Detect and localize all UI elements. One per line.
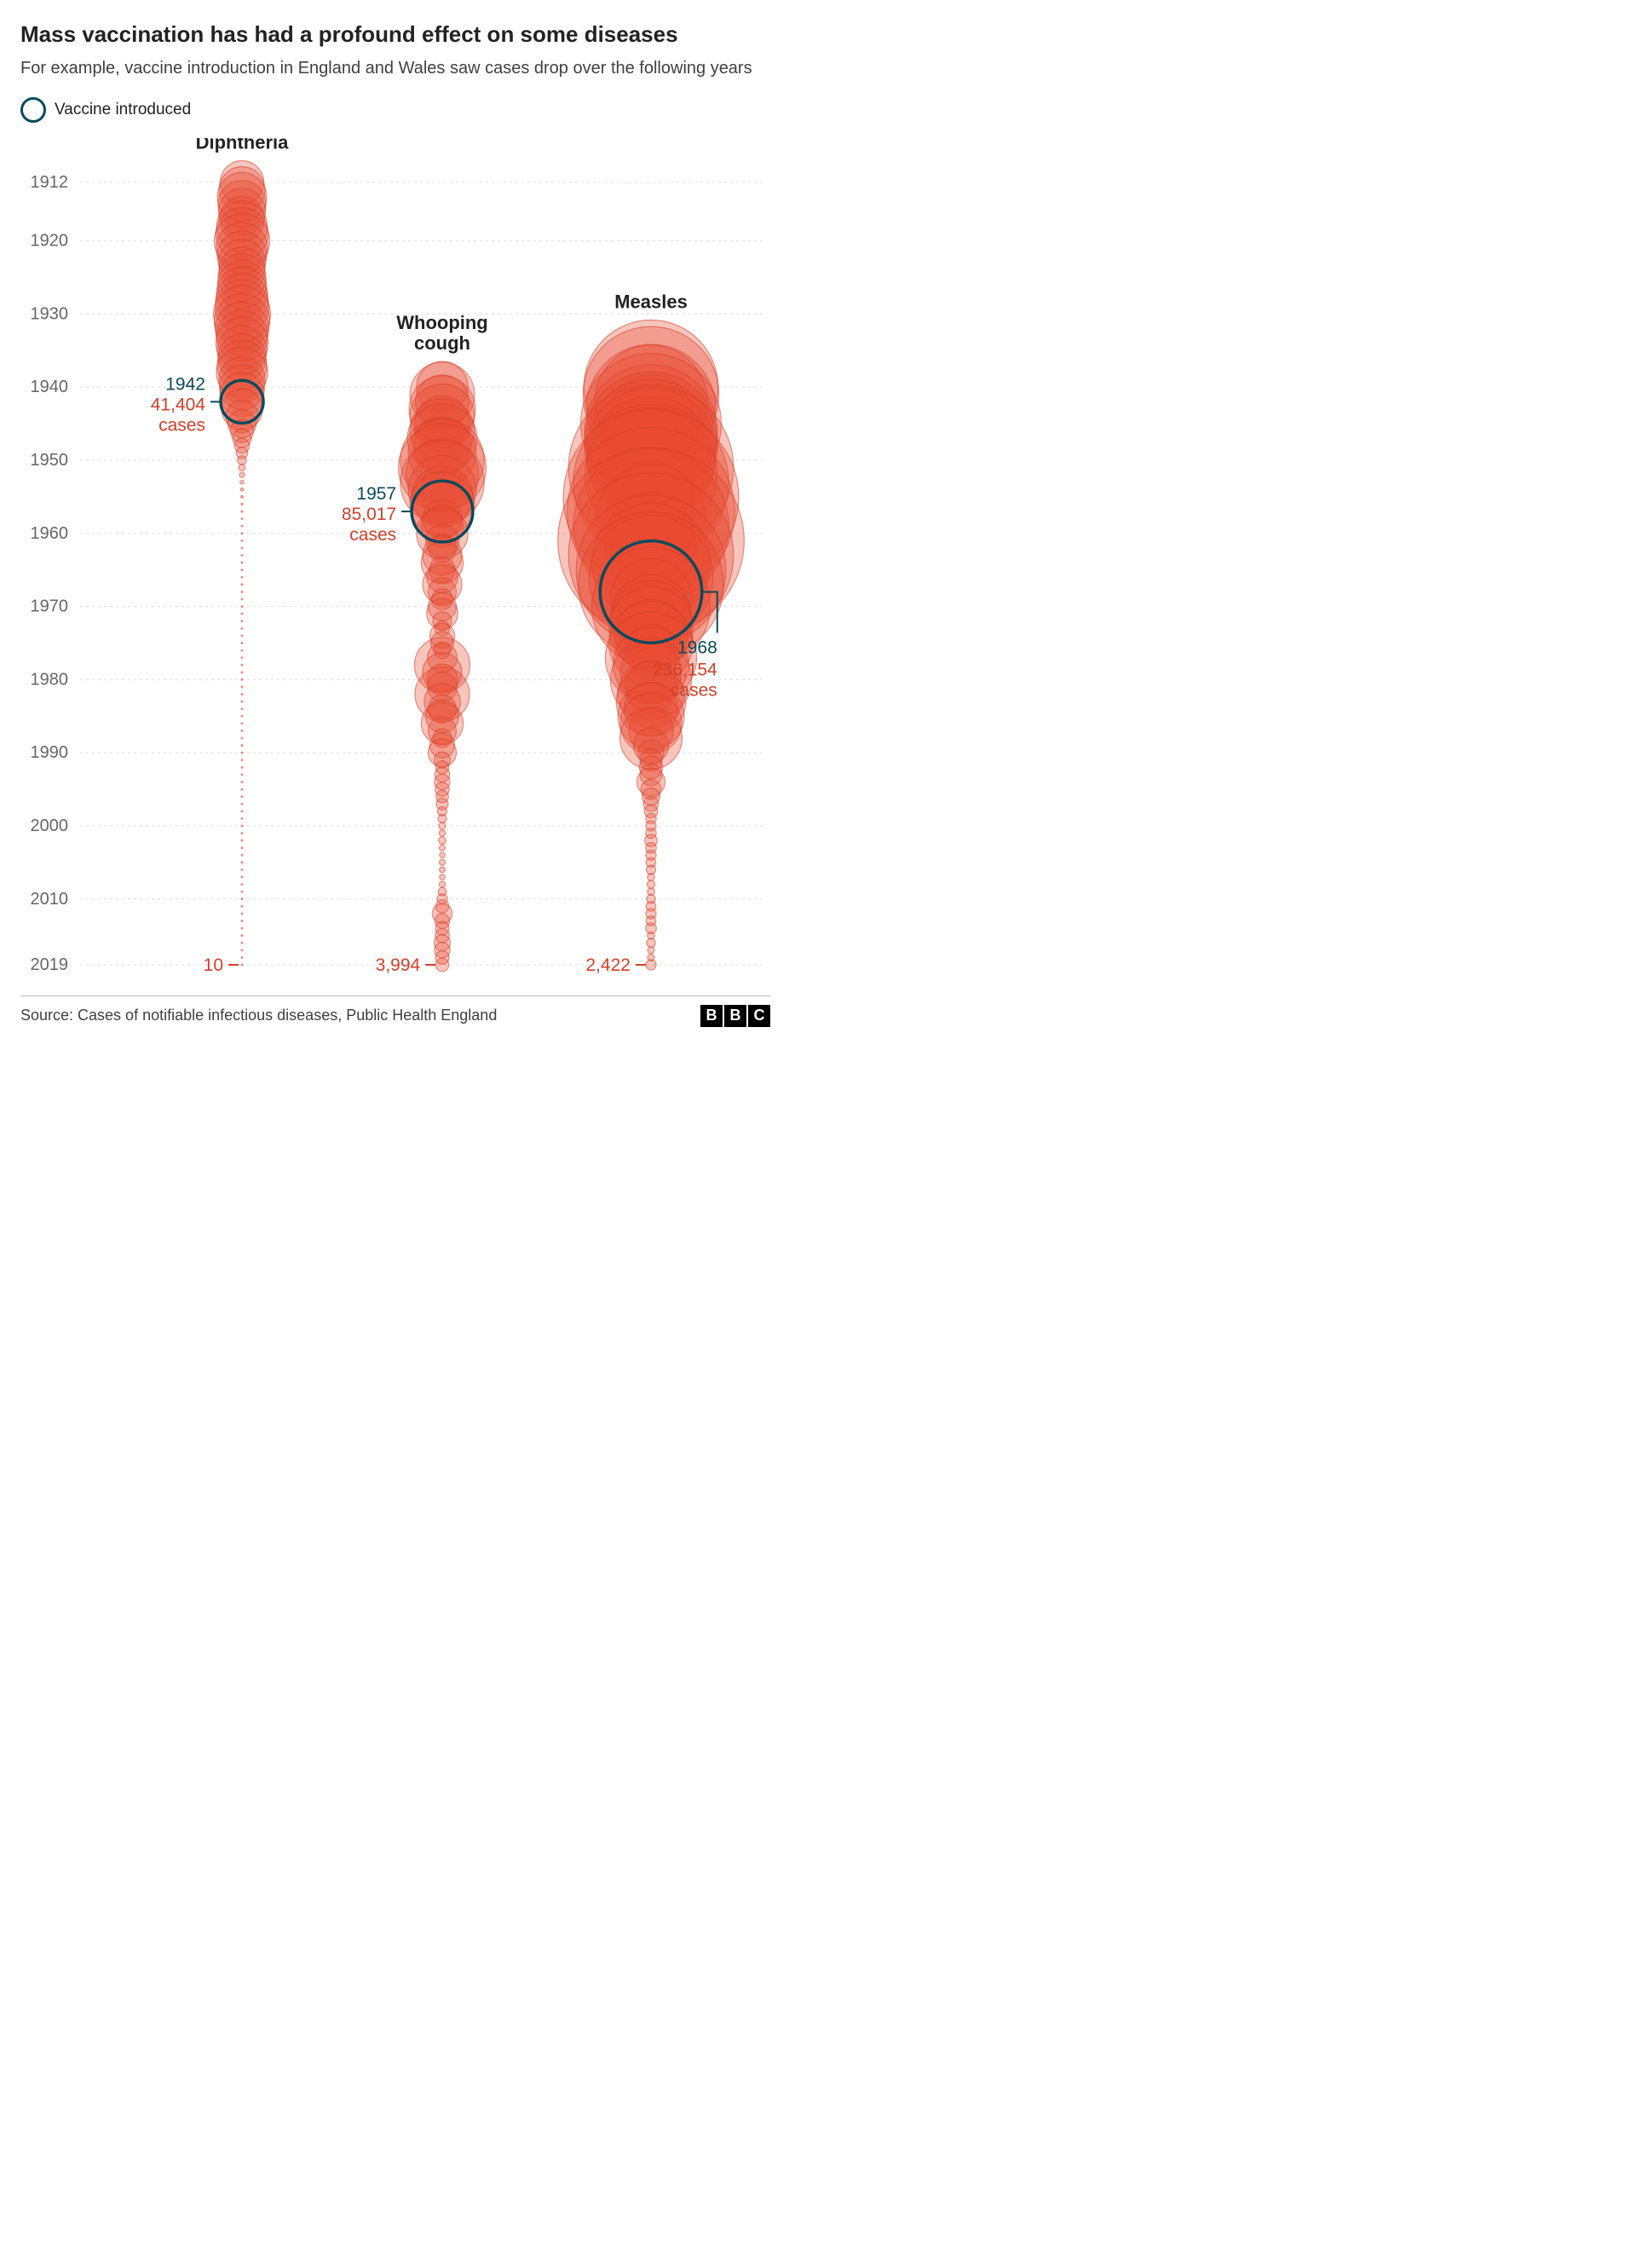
legend-label: Vaccine introduced bbox=[55, 101, 191, 119]
svg-text:Whooping: Whooping bbox=[396, 312, 488, 333]
svg-text:41,404: 41,404 bbox=[151, 395, 206, 414]
chart-area: 1912 1920 1930 1940 1950 1960 1970 1980 1990 2000… bbox=[20, 138, 770, 990]
svg-text:1950: 1950 bbox=[31, 451, 69, 470]
svg-text:1940: 1940 bbox=[31, 378, 69, 396]
svg-text:1968: 1968 bbox=[677, 638, 717, 657]
svg-text:1930: 1930 bbox=[31, 304, 69, 323]
source-text: Source: Cases of notifiable infectious d… bbox=[20, 1007, 497, 1024]
svg-text:1912: 1912 bbox=[31, 173, 69, 192]
svg-text:cough: cough bbox=[414, 332, 470, 354]
svg-text:2019: 2019 bbox=[31, 955, 69, 974]
bbc-logo-letter: C bbox=[748, 1005, 770, 1027]
svg-text:2010: 2010 bbox=[31, 889, 69, 908]
svg-text:1942: 1942 bbox=[165, 374, 205, 394]
svg-text:Measles: Measles bbox=[614, 291, 688, 312]
svg-text:3,994: 3,994 bbox=[376, 955, 421, 975]
svg-text:1990: 1990 bbox=[31, 743, 69, 762]
chart-title: Mass vaccination has had a profound effe… bbox=[20, 20, 770, 49]
svg-text:1970: 1970 bbox=[31, 597, 69, 615]
svg-text:Diphtheria: Diphtheria bbox=[196, 138, 290, 153]
svg-text:1980: 1980 bbox=[31, 670, 69, 689]
svg-text:cases: cases bbox=[349, 525, 396, 545]
svg-text:1920: 1920 bbox=[31, 231, 69, 250]
chart-subtitle: For example, vaccine introduction in Eng… bbox=[20, 57, 770, 80]
svg-text:1960: 1960 bbox=[31, 523, 69, 542]
svg-text:cases: cases bbox=[671, 680, 717, 700]
bbc-logo-letter: B bbox=[724, 1005, 746, 1027]
bbc-logo: B B C bbox=[700, 1005, 770, 1027]
svg-text:2,422: 2,422 bbox=[585, 955, 631, 975]
bbc-logo-letter: B bbox=[700, 1005, 723, 1027]
svg-text:cases: cases bbox=[158, 415, 205, 435]
legend: Vaccine introduced bbox=[20, 97, 770, 123]
svg-text:2000: 2000 bbox=[31, 816, 69, 834]
chart-svg: 1912 1920 1930 1940 1950 1960 1970 1980 1990 2000… bbox=[20, 138, 770, 990]
vaccine-ring-icon bbox=[20, 97, 46, 123]
svg-text:10: 10 bbox=[204, 955, 223, 975]
svg-text:85,017: 85,017 bbox=[342, 505, 396, 524]
svg-text:236,154: 236,154 bbox=[653, 660, 717, 679]
svg-text:1957: 1957 bbox=[356, 484, 396, 504]
